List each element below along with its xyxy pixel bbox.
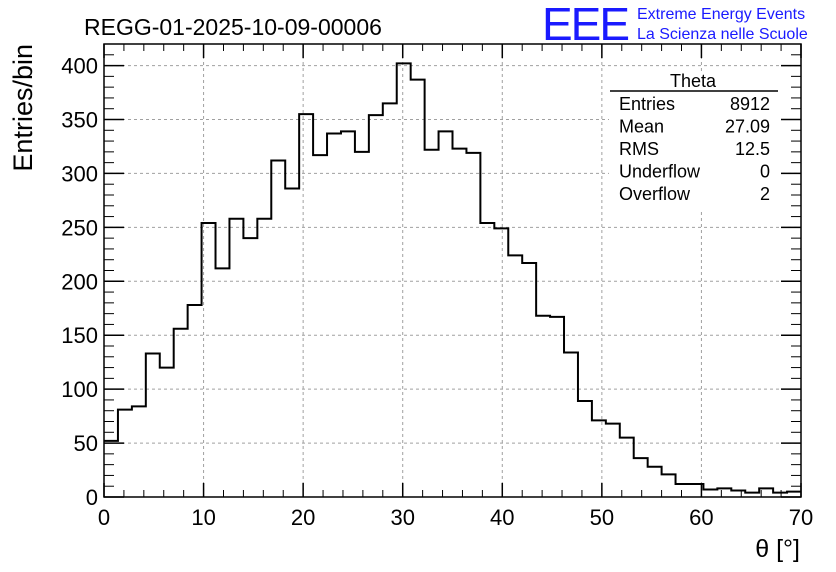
stats-row-label: Overflow [619,184,691,204]
stats-box-background [609,72,779,210]
stats-row-label: Entries [619,94,675,114]
x-tick-label: 40 [490,505,514,530]
y-axis: 0 50 100 150 200 250 300 350 400 [61,43,801,510]
eee-logo-line1: Extreme Energy Events [637,6,805,23]
y-tick-label: 50 [74,431,98,456]
x-tick-label: 10 [191,505,215,530]
stats-row-value: 27.09 [725,117,770,137]
eee-logo: EEE Extreme Energy Events La Scienza nel… [542,0,808,50]
stats-row-label: Mean [619,117,664,137]
stats-row-value: 0 [760,162,770,182]
y-tick-label: 400 [61,54,98,79]
y-tick-label: 150 [61,323,98,348]
chart-title: REGG-01-2025-10-09-00006 [84,14,382,40]
stats-row-value: 12.5 [735,139,770,159]
eee-logo-line2: La Scienza nelle Scuole [637,26,808,43]
stats-box-rows: Entries 8912 Mean 27.09 RMS 12.5 Underflow 0 Ove… [619,94,770,204]
y-tick-label: 250 [61,215,98,240]
x-tick-label: 50 [590,505,614,530]
stats-row-label: RMS [619,139,659,159]
x-axis-label: θ [°] [755,535,800,563]
y-tick-label: 200 [61,269,98,294]
x-tick-label: 70 [789,505,813,530]
stats-box: Theta Entries 8912 Mean 27.09 RMS 12.5 Underfl… [609,71,779,210]
x-axis: 0 10 20 30 40 50 60 70 [98,44,813,530]
stats-row-label: Underflow [619,162,701,182]
stats-box-title: Theta [670,71,717,91]
eee-logo-letters: EEE [542,0,628,50]
y-tick-label: 300 [61,161,98,186]
grid-lines [104,44,801,497]
x-tick-label: 0 [98,505,110,530]
x-tick-label: 30 [390,505,414,530]
x-tick-label: 60 [689,505,713,530]
y-tick-label: 0 [86,485,98,510]
stats-row-value: 2 [760,184,770,204]
stats-row-value: 8912 [730,94,770,114]
histogram-series [104,62,801,494]
y-axis-label: Entries/bin [8,44,38,172]
x-tick-label: 20 [291,505,315,530]
y-tick-label: 350 [61,108,98,133]
y-tick-label: 100 [61,377,98,402]
